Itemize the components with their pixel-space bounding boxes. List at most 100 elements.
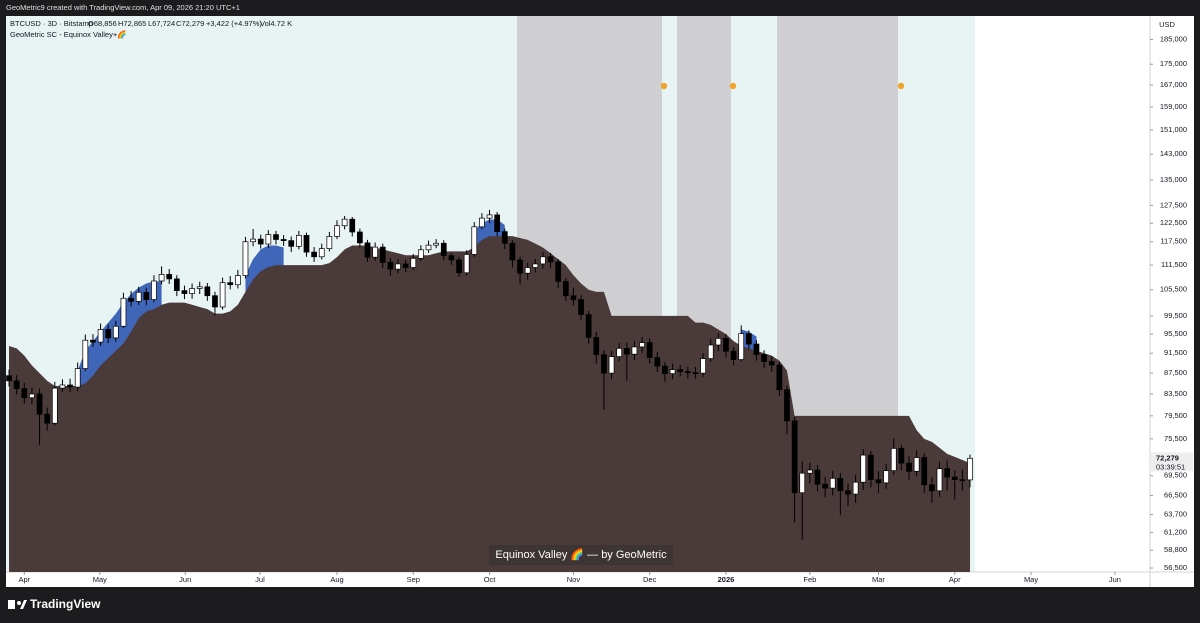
candle-body — [440, 242, 447, 256]
candle-body — [768, 361, 775, 366]
candle-body — [364, 242, 371, 258]
candle-body — [799, 472, 806, 494]
currency: USD — [1159, 20, 1175, 29]
brand-name: TradingView — [30, 597, 101, 611]
y-tick-label: 95,500 — [1164, 329, 1187, 338]
y-tick-label: 117,500 — [1160, 237, 1187, 246]
x-tick-label: Dec — [643, 575, 657, 584]
y-tick-label: 151,000 — [1160, 125, 1187, 134]
candle-body — [318, 248, 325, 258]
x-tick-label: May — [93, 575, 107, 584]
signal-dot — [660, 82, 668, 90]
last-price: 72,279 — [1156, 453, 1179, 462]
y-tick-label: 143,000 — [1160, 149, 1187, 158]
x-tick-label: Oct — [484, 575, 497, 584]
candle-body — [105, 329, 112, 339]
candle-body — [189, 288, 195, 294]
volume: Vol4.72 K — [260, 19, 292, 28]
x-tick-label: Sep — [407, 575, 420, 584]
candle-body — [166, 274, 173, 280]
candle-body — [707, 344, 714, 359]
x-tick-label: Apr — [949, 575, 961, 584]
candle-body — [906, 462, 912, 472]
candle-body — [250, 238, 256, 243]
candle-body — [418, 249, 424, 259]
candle-body — [235, 275, 241, 286]
candle-body — [639, 342, 645, 348]
candle-body — [97, 329, 104, 343]
candle-body — [509, 242, 516, 261]
candle-body — [593, 337, 600, 356]
candle-body — [929, 484, 935, 492]
x-tick-label: Jun — [179, 575, 191, 584]
candle-body — [227, 282, 234, 286]
signal-dot — [729, 82, 737, 90]
candle-body — [196, 286, 203, 289]
candle-body — [90, 339, 96, 343]
x-tick-label: Apr — [18, 575, 30, 584]
candle-body — [875, 479, 882, 484]
y-tick-label: 167,000 — [1160, 80, 1187, 89]
candle-body — [761, 354, 767, 362]
candle-body — [280, 239, 287, 241]
x-tick-label: 2026 — [718, 575, 735, 584]
candle-body — [723, 337, 729, 352]
created-by: GeoMetric9 created with TradingView.com,… — [6, 3, 240, 12]
candle-body — [402, 263, 409, 268]
candle-body — [13, 380, 20, 390]
signal-dot — [897, 82, 905, 90]
candle-body — [822, 483, 828, 489]
candle-body — [372, 246, 378, 258]
candle-body — [669, 369, 676, 374]
y-tick-label: 79,500 — [1164, 411, 1187, 420]
y-tick-label: 122,500 — [1160, 218, 1187, 227]
candle-body — [212, 295, 218, 308]
candle-body — [715, 337, 722, 346]
candle-body — [807, 469, 813, 474]
candle-body — [349, 218, 356, 233]
candle-body — [570, 295, 577, 300]
candle-body — [959, 479, 966, 481]
candle-body — [59, 384, 66, 389]
candle-body — [387, 261, 394, 270]
candle-body — [448, 255, 455, 261]
candle-body — [326, 236, 333, 249]
ohlc-high: H72,865 — [118, 19, 146, 28]
x-tick-label: Feb — [803, 575, 816, 584]
x-tick-label: Aug — [330, 575, 343, 584]
candle-body — [967, 457, 973, 481]
y-tick-label: 127,500 — [1160, 200, 1187, 209]
candle-body — [845, 490, 851, 495]
candle-body — [311, 251, 317, 258]
y-tick-label: 185,000 — [1160, 34, 1187, 43]
candle-body — [677, 369, 684, 372]
y-tick-label: 75,500 — [1164, 434, 1187, 443]
candle-body — [357, 231, 363, 244]
candle-body — [486, 214, 493, 219]
candle-body — [379, 246, 386, 263]
candle-body — [82, 339, 89, 369]
candle-body — [120, 297, 127, 327]
candle-body — [692, 372, 699, 374]
candle-body — [921, 457, 928, 486]
candle-body — [242, 241, 249, 276]
candle-body — [433, 242, 439, 246]
candle-body — [898, 448, 905, 464]
candle-body — [784, 389, 790, 422]
candle-body — [173, 278, 180, 291]
candle-body — [913, 457, 920, 472]
candle-body — [296, 234, 302, 247]
candle-body — [601, 354, 607, 374]
brand-logo — [17, 601, 21, 605]
candle-body — [479, 217, 485, 228]
candle-body — [547, 256, 554, 263]
candle-body — [112, 325, 119, 339]
y-tick-label: 63,700 — [1164, 510, 1187, 519]
indicator-band — [9, 236, 971, 573]
y-tick-label: 99,500 — [1164, 311, 1187, 320]
candle-body — [738, 333, 745, 360]
last-price-box — [1151, 452, 1193, 472]
symbol: BTCUSD · 3D · Bitstamp — [10, 19, 93, 28]
y-tick-label: 56,500 — [1164, 563, 1187, 572]
